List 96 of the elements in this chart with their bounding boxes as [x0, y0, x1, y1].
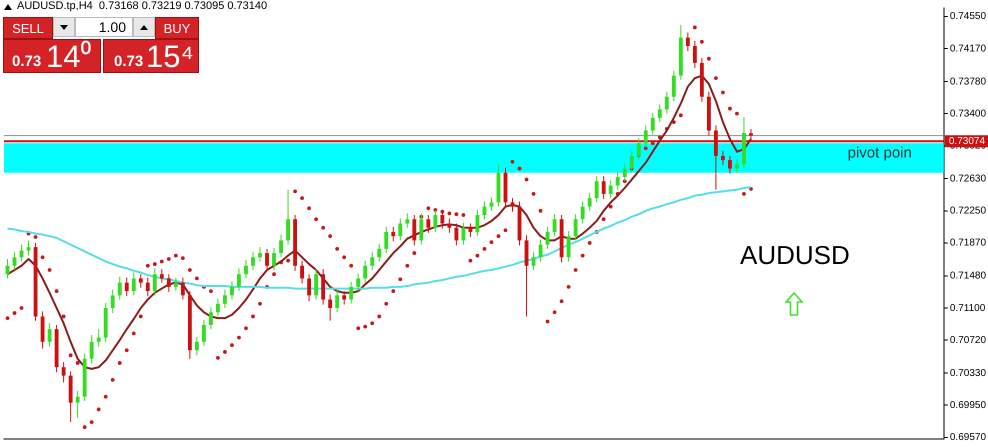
candlestick [538, 239, 542, 262]
candlestick [735, 158, 739, 174]
candlestick [328, 294, 332, 322]
annotation: 1.00 [75, 17, 133, 37]
candlestick [216, 298, 220, 317]
candlestick [672, 70, 676, 102]
candlestick [622, 163, 627, 182]
candlestick [461, 222, 466, 246]
candlestick [118, 276, 122, 300]
y-tick-label: 0.72250 [950, 206, 986, 217]
candlestick [594, 176, 599, 203]
band-label: pivot poin [848, 144, 912, 162]
candlestick [307, 274, 312, 302]
y-tick-label: 0.73780 [950, 76, 986, 88]
annotation: SELL [3, 17, 53, 39]
candlestick [580, 201, 585, 224]
candlestick [532, 252, 536, 270]
candlestick [566, 230, 571, 262]
candlestick [237, 268, 241, 292]
candlestick [728, 155, 732, 174]
annotation: 15⁴ [146, 39, 194, 74]
y-tick-label: 0.70720 [950, 334, 986, 346]
candlestick [258, 246, 262, 262]
candlestick [552, 214, 557, 237]
candlestick [90, 334, 94, 364]
candlestick [279, 234, 283, 258]
candlestick [208, 306, 213, 330]
candlestick [510, 198, 514, 212]
candlestick [482, 201, 486, 220]
candlestick [152, 268, 157, 296]
candlestick [426, 214, 430, 234]
ref-line-label: 0.73074 [948, 136, 986, 147]
annotation: AUDUSD [740, 240, 850, 271]
candlestick [300, 260, 304, 284]
candlestick [146, 277, 150, 297]
candlestick [194, 336, 199, 356]
candlestick [96, 328, 101, 348]
y-tick-label: 0.70330 [950, 368, 986, 379]
y-tick-label: 0.74550 [950, 11, 986, 22]
y-tick-label: 0.74170 [950, 43, 986, 54]
candlestick [468, 223, 472, 238]
y-tick-label: 0.71100 [950, 302, 986, 314]
candlestick [230, 280, 234, 300]
y-tick-label: 0.69950 [950, 400, 986, 411]
candlestick [692, 40, 697, 68]
candlestick [314, 268, 318, 300]
candlestick [574, 214, 578, 241]
candlestick [664, 91, 669, 114]
candlestick [686, 32, 690, 52]
candlestick [384, 226, 388, 254]
candlestick [202, 319, 206, 347]
annotation: BUY [155, 17, 199, 39]
candlestick [76, 390, 80, 418]
candlestick [602, 176, 606, 200]
candlestick [658, 104, 662, 123]
candlestick [265, 248, 269, 272]
candlestick [370, 252, 374, 270]
candlestick [412, 214, 416, 246]
candlestick [223, 288, 227, 309]
candlestick [335, 290, 340, 313]
chart-title: AUDUSD.tp,H4 0.73168 0.73219 0.73095 0.73140 [17, 0, 268, 12]
candlestick [20, 244, 24, 262]
annotation: 0.73 [12, 53, 42, 70]
y-tick-label: 0.73400 [950, 108, 986, 120]
candlestick [6, 258, 10, 279]
candlestick [546, 226, 550, 250]
candlestick [244, 259, 248, 279]
candlestick [26, 240, 30, 256]
annotation: 0.73 [114, 53, 144, 70]
candlestick [48, 322, 52, 348]
candlestick [490, 196, 494, 212]
candlestick [342, 290, 346, 306]
candlestick [272, 248, 276, 270]
candlestick [286, 189, 290, 246]
candlestick [160, 268, 164, 284]
candlestick [454, 223, 458, 246]
candlestick [174, 277, 178, 292]
y-tick-label: 0.72630 [950, 173, 986, 184]
candlestick [124, 277, 129, 297]
y-tick-label: 0.69570 [950, 432, 986, 444]
candlestick [476, 209, 480, 237]
candlestick [720, 150, 725, 166]
candlestick [588, 192, 592, 212]
candlestick [356, 272, 360, 292]
candlestick [447, 218, 452, 234]
candlestick [12, 252, 16, 270]
candlestick [180, 277, 185, 300]
y-tick-label: 0.71480 [950, 270, 986, 282]
candlestick [166, 274, 171, 292]
annotation: 14⁰ [46, 39, 92, 74]
y-tick-label: 0.71870 [950, 238, 986, 249]
candlestick [62, 362, 66, 383]
candlestick [251, 252, 255, 270]
candlestick [616, 171, 620, 190]
candlestick [608, 180, 613, 199]
candlestick [377, 243, 382, 262]
